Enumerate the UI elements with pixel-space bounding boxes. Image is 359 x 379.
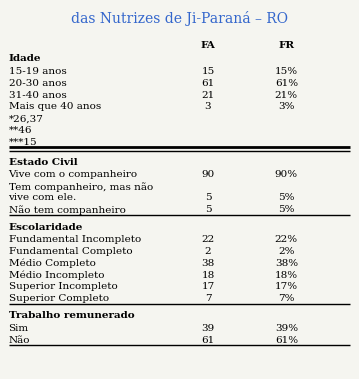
Text: 22%: 22% (275, 235, 298, 244)
Text: vive com ele.: vive com ele. (9, 194, 77, 202)
Text: 5: 5 (205, 205, 211, 214)
Text: 5: 5 (205, 194, 211, 202)
Text: Tem companheiro, mas não: Tem companheiro, mas não (9, 182, 153, 192)
Text: 90: 90 (201, 171, 215, 180)
Text: FR: FR (278, 41, 294, 50)
Text: Estado Civil: Estado Civil (9, 158, 77, 167)
Text: Médio Completo: Médio Completo (9, 259, 95, 268)
Text: 15-19 anos: 15-19 anos (9, 67, 66, 76)
Text: Idade: Idade (9, 55, 41, 63)
Text: Fundamental Completo: Fundamental Completo (9, 247, 132, 256)
Text: 2%: 2% (278, 247, 295, 256)
Text: 31-40 anos: 31-40 anos (9, 91, 66, 100)
Text: 20-30 anos: 20-30 anos (9, 79, 66, 88)
Text: 38: 38 (201, 259, 215, 268)
Text: 7: 7 (205, 294, 211, 303)
Text: 15: 15 (201, 67, 215, 76)
Text: 22: 22 (201, 235, 215, 244)
Text: 61%: 61% (275, 336, 298, 345)
Text: das Nutrizes de Ji-Paraná – RO: das Nutrizes de Ji-Paraná – RO (71, 11, 288, 26)
Text: 61: 61 (201, 336, 215, 345)
Text: 17: 17 (201, 282, 215, 291)
Text: Fundamental Incompleto: Fundamental Incompleto (9, 235, 141, 244)
Text: Não: Não (9, 336, 30, 345)
Text: 5%: 5% (278, 194, 295, 202)
Text: Médio Incompleto: Médio Incompleto (9, 271, 104, 280)
Text: 2: 2 (205, 247, 211, 256)
Text: 3%: 3% (278, 102, 295, 111)
Text: FA: FA (201, 41, 215, 50)
Text: 39%: 39% (275, 324, 298, 333)
Text: 3: 3 (205, 102, 211, 111)
Text: 38%: 38% (275, 259, 298, 268)
Text: Sim: Sim (9, 324, 29, 333)
Text: 21: 21 (201, 91, 215, 100)
Text: 15%: 15% (275, 67, 298, 76)
Text: Mais que 40 anos: Mais que 40 anos (9, 102, 101, 111)
Text: 21%: 21% (275, 91, 298, 100)
Text: 39: 39 (201, 324, 215, 333)
Text: 18%: 18% (275, 271, 298, 280)
Text: Escolaridade: Escolaridade (9, 222, 83, 232)
Text: 61: 61 (201, 79, 215, 88)
Text: 90%: 90% (275, 171, 298, 180)
Text: ***15: ***15 (9, 138, 37, 147)
Text: 18: 18 (201, 271, 215, 280)
Text: *26,37: *26,37 (9, 114, 43, 123)
Text: Superior Completo: Superior Completo (9, 294, 109, 303)
Text: 61%: 61% (275, 79, 298, 88)
Text: Superior Incompleto: Superior Incompleto (9, 282, 117, 291)
Text: Não tem companheiro: Não tem companheiro (9, 205, 125, 215)
Text: 17%: 17% (275, 282, 298, 291)
Text: Trabalho remunerado: Trabalho remunerado (9, 312, 134, 321)
Text: Vive com o companheiro: Vive com o companheiro (9, 171, 137, 180)
Text: 5%: 5% (278, 205, 295, 214)
Text: **46: **46 (9, 126, 32, 135)
Text: 7%: 7% (278, 294, 295, 303)
